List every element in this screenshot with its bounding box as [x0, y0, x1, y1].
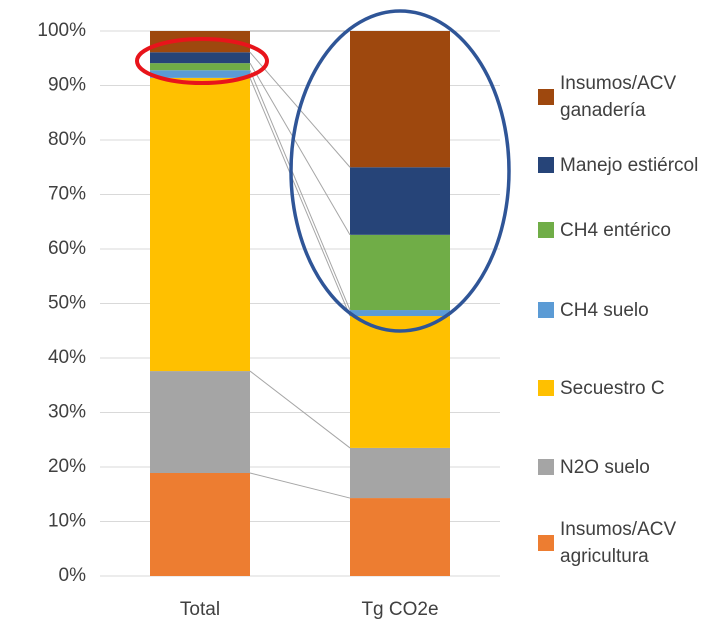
highlight-ellipse: [135, 37, 269, 85]
legend-label: CH4 suelo: [560, 299, 649, 321]
bar-segment: [350, 316, 450, 448]
legend-item: Secuestro C: [538, 375, 710, 402]
series-line: [249, 472, 351, 499]
series-line: [249, 70, 351, 311]
legend-item: Insumos/ACV agricultura: [538, 516, 710, 570]
y-tick-label: 20%: [48, 456, 86, 477]
legend-label: CH4 entérico: [560, 219, 671, 241]
legend-swatch: [538, 302, 554, 318]
legend-swatch: [538, 459, 554, 475]
bar-segment: [150, 31, 250, 53]
bar-segment: [150, 52, 250, 64]
y-tick-label: 10%: [48, 511, 86, 532]
bar-segment: [350, 310, 450, 317]
y-tick-label: 70%: [48, 184, 86, 205]
y-tick-label: 40%: [48, 347, 86, 368]
x-tick-label: Total: [180, 599, 220, 620]
legend-item: CH4 entérico: [538, 217, 710, 244]
legend-label: Manejo estiércol: [560, 154, 699, 176]
legend-swatch: [538, 222, 554, 238]
bar-segment: [350, 447, 450, 499]
y-tick-label: 50%: [48, 293, 86, 314]
highlight-ellipse: [289, 9, 511, 333]
bar-segment: [350, 234, 450, 311]
legend-label: Insumos/ACV ganadería: [560, 73, 677, 121]
series-line: [249, 370, 351, 449]
legend-item: N2O suelo: [538, 454, 710, 481]
bar-segment: [150, 371, 250, 473]
bar-segment: [150, 70, 250, 78]
y-tick-label: 30%: [48, 402, 86, 423]
y-tick-label: 100%: [37, 20, 86, 41]
bar-segment: [150, 77, 250, 372]
legend-item: CH4 suelo: [538, 297, 710, 324]
series-line: [249, 62, 351, 236]
y-tick-label: 60%: [48, 238, 86, 259]
y-tick-label: 90%: [48, 75, 86, 96]
y-tick-label: 80%: [48, 129, 86, 150]
series-line: [249, 77, 351, 317]
y-tick-label: 0%: [59, 565, 87, 586]
legend-label: Insumos/ACV agricultura: [560, 519, 677, 567]
legend-label: N2O suelo: [560, 456, 650, 478]
legend-swatch: [538, 380, 554, 396]
x-tick-label: Tg CO2e: [361, 599, 438, 620]
bar-segment: [150, 472, 250, 576]
bar-segment: [150, 63, 250, 71]
legend-item: Manejo estiércol: [538, 152, 710, 179]
legend-label: Secuestro C: [560, 377, 665, 399]
bar-segment: [350, 498, 450, 576]
bar-segment: [350, 31, 450, 168]
legend-swatch: [538, 89, 554, 105]
legend-swatch: [538, 535, 554, 551]
bar-segment: [350, 167, 450, 235]
legend-swatch: [538, 157, 554, 173]
legend-item: Insumos/ACV ganadería: [538, 70, 710, 124]
